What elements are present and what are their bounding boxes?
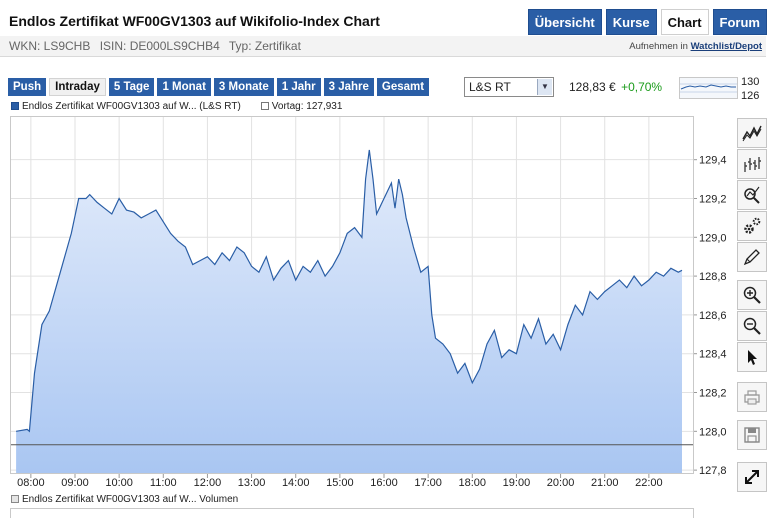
period-1-jahr-button[interactable]: 1 Jahr — [276, 78, 321, 96]
x-tick-label-7: 15:00 — [326, 477, 354, 489]
legend-series-label: Endlos Zertifikat WF00GV1303 auf W... (L… — [22, 101, 241, 112]
pointer-tool[interactable] — [737, 342, 767, 372]
pointer-icon — [748, 350, 757, 365]
price-chart[interactable]: 127,8 128,0 128,2 128,4 128,6 128,8 129,0 129,2… — [0, 114, 734, 492]
x-tick-label-1: 09:00 — [61, 477, 89, 489]
y-tick-label-3: 128,4 — [699, 349, 727, 361]
line-chart-tool[interactable] — [737, 118, 767, 148]
x-tick-label-4: 12:00 — [194, 477, 222, 489]
period-5-tage-button[interactable]: 5 Tage — [108, 78, 155, 96]
volume-legend: Endlos Zertifikat WF00GV1303 auf W... Vo… — [11, 494, 238, 505]
settings-tool[interactable] — [737, 211, 767, 241]
y-tick-label-5: 128,8 — [699, 271, 727, 283]
y-tick-label-6: 129,0 — [699, 232, 727, 244]
zoom-in-tool[interactable] — [737, 280, 767, 310]
indicator-tool[interactable] — [737, 180, 767, 210]
y-tick-label-2: 128,2 — [699, 388, 727, 400]
period-selector: Push Intraday 5 Tage 1 Monat 3 Monate 1 … — [8, 78, 430, 96]
tab-kurse[interactable]: Kurse — [605, 9, 657, 35]
period-1-monat-button[interactable]: 1 Monat — [157, 78, 211, 96]
indicator-icon — [744, 186, 760, 204]
price-chart-svg: 127,8 128,0 128,2 128,4 128,6 128,8 129,0 129,2… — [11, 117, 727, 489]
series-line — [15, 149, 683, 433]
tab-chart[interactable]: Chart — [660, 9, 709, 35]
security-meta-bar: WKN: LS9CHB ISIN: DE000LS9CHB4 Typ: Zert… — [0, 36, 766, 57]
x-tick-label-2: 10:00 — [105, 477, 133, 489]
tab-forum[interactable]: Forum — [712, 9, 767, 35]
mini-chart-sparkline — [680, 83, 737, 93]
period-intraday-button[interactable]: Intraday — [49, 78, 106, 96]
security-meta: WKN: LS9CHB ISIN: DE000LS9CHB4 Typ: Zert… — [9, 39, 307, 53]
ohlc-chart-icon — [744, 157, 761, 172]
draw-pen-icon — [743, 249, 760, 266]
x-tick-label-6: 14:00 — [282, 477, 310, 489]
x-tick-label-8: 16:00 — [370, 477, 398, 489]
series-area — [16, 150, 683, 474]
fullscreen-icon — [745, 470, 759, 484]
price-change: +0,70% — [621, 80, 663, 94]
watchlist-prompt: Aufnehmen in Watchlist/Depot — [629, 41, 762, 52]
settings-icon — [744, 217, 761, 234]
x-tick-label-14: 22:00 — [635, 477, 663, 489]
draw-tool[interactable] — [737, 242, 767, 272]
print-icon — [744, 390, 760, 405]
type-label: Typ: Zertifikat — [228, 39, 301, 53]
x-tick-label-11: 19:00 — [503, 477, 531, 489]
period-push-button[interactable]: Push — [8, 78, 47, 96]
chart-legend: Endlos Zertifikat WF00GV1303 auf W... (L… — [11, 101, 342, 112]
y-tick-label-7: 129,2 — [699, 193, 727, 205]
zoom-out-icon — [743, 317, 761, 335]
prev-close-swatch — [260, 102, 269, 110]
last-price: 128,83 € — [569, 80, 616, 94]
watchlist-prefix: Aufnehmen in — [629, 41, 688, 52]
volume-panel — [10, 508, 694, 518]
save-icon — [744, 427, 760, 443]
x-tick-label-12: 20:00 — [547, 477, 575, 489]
zoom-in-icon — [743, 286, 761, 304]
nav-tabs: Übersicht Kurse Chart Forum — [527, 9, 767, 35]
wkn-label: WKN: LS9CHB — [9, 39, 91, 53]
x-tick-label-3: 11:00 — [150, 477, 177, 489]
line-chart-icon — [742, 125, 762, 142]
period-gesamt-button[interactable]: Gesamt — [376, 78, 430, 96]
period-3-monate-button[interactable]: 3 Monate — [213, 78, 274, 96]
exchange-select[interactable]: L&S RT ▼ — [464, 77, 554, 97]
ohlc-chart-tool[interactable] — [737, 149, 767, 179]
volume-legend-label: Endlos Zertifikat WF00GV1303 auf W... Vo… — [22, 494, 239, 505]
zoom-out-tool[interactable] — [737, 311, 767, 341]
fullscreen-tool[interactable] — [737, 462, 767, 492]
x-tick-label-9: 17:00 — [414, 477, 442, 489]
volume-swatch — [11, 495, 19, 503]
mini-chart-low: 126 — [741, 90, 760, 102]
x-tick-label-10: 18:00 — [459, 477, 487, 489]
y-tick-label-4: 128,6 — [699, 310, 727, 322]
chevron-down-icon: ▼ — [537, 79, 552, 95]
page-title: Endlos Zertifikat WF00GV1303 auf Wikifol… — [9, 13, 380, 29]
x-tick-label-0: 08:00 — [17, 477, 45, 489]
isin-label: ISIN: DE000LS9CHB4 — [99, 39, 220, 53]
tab-uebersicht[interactable]: Übersicht — [527, 9, 602, 35]
mini-chart-high: 130 — [741, 76, 760, 88]
price-display: 128,83 € +0,70% — [569, 80, 662, 94]
print-tool[interactable] — [737, 382, 767, 412]
y-tick-label-0: 127,8 — [699, 465, 727, 477]
period-3-jahre-button[interactable]: 3 Jahre — [323, 78, 374, 96]
y-tick-label-8: 129,4 — [699, 155, 727, 167]
watchlist-link[interactable]: Watchlist/Depot — [690, 41, 762, 52]
exchange-select-value: L&S RT — [469, 80, 511, 94]
y-tick-label-1: 128,0 — [699, 426, 727, 438]
x-tick-label-5: 13:00 — [238, 477, 266, 489]
series-swatch — [11, 102, 19, 110]
x-tick-label-13: 21:00 — [591, 477, 619, 489]
legend-prev-close-label: Vortag: 127,931 — [271, 101, 343, 112]
mini-chart[interactable] — [679, 77, 738, 99]
save-tool[interactable] — [737, 420, 767, 450]
